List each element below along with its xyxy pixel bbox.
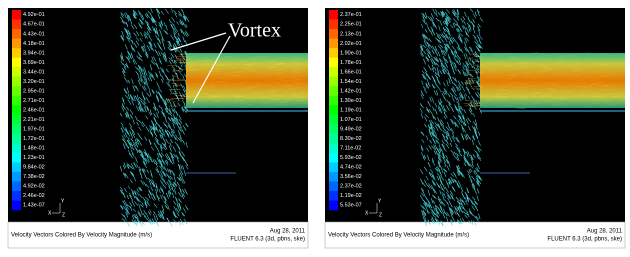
panel: 4.92e-01 4.67e-01 4.43e-01 4.18e-01 3.94e-01… — [8, 8, 308, 248]
colorbar-label: 9.84e-02 — [23, 165, 45, 171]
colorbar-label: 7.11e-02 — [340, 146, 361, 152]
colorbar-swatch — [329, 86, 338, 96]
colorbar-swatch — [12, 143, 21, 153]
colorbar-label: 4.92e-01 — [23, 12, 45, 18]
colorbar-swatch — [12, 191, 21, 201]
colorbar-label: 4.67e-01 — [23, 22, 45, 28]
colorbar-swatch — [329, 115, 338, 125]
colorbar-swatch — [12, 115, 21, 125]
colorbar-swatch — [329, 191, 338, 201]
colorbar-label: 3.56e-02 — [340, 174, 362, 180]
colorbar-label: 5.93e-02 — [340, 155, 362, 161]
colorbar-swatch — [329, 96, 338, 106]
colorbar-label: 8.30e-02 — [340, 136, 362, 142]
colorbar-swatch — [12, 29, 21, 39]
colorbar-swatch — [329, 200, 338, 210]
date: Aug 28, 2011 — [587, 229, 623, 235]
colorbar-label: 1.30e-01 — [340, 98, 362, 104]
colorbar-label: 2.13e-01 — [340, 31, 362, 37]
caption: Velocity Vectors Colored By Velocity Mag… — [328, 233, 469, 239]
colorbar-label: 4.18e-01 — [23, 41, 45, 47]
colorbar-label: 2.37e-02 — [340, 184, 362, 190]
jet-core — [186, 53, 308, 108]
colorbar-label: 2.21e-01 — [23, 117, 45, 123]
colorbar-label: 1.42e-01 — [340, 88, 362, 94]
colorbar-swatch — [12, 153, 21, 163]
colorbar-label: 2.25e-01 — [340, 22, 362, 28]
colorbar-label: 1.90e-01 — [340, 50, 362, 56]
colorbar-swatch — [12, 134, 21, 144]
colorbar-label: 9.49e-02 — [340, 127, 362, 133]
colorbar-label: 1.19e-01 — [340, 107, 362, 113]
colorbar-label: 1.72e-01 — [23, 136, 45, 142]
colorbar-label: 1.54e-01 — [340, 79, 362, 85]
colorbar-label: 5.53e-07 — [340, 203, 362, 209]
colorbar-label: 1.19e-02 — [340, 193, 362, 199]
colorbar-label: 4.92e-02 — [23, 184, 45, 190]
colorbar-label: 1.43e-07 — [23, 203, 45, 209]
colorbar-swatch — [329, 153, 338, 163]
colorbar-swatch — [329, 10, 338, 20]
colorbar-label: 3.20e-01 — [23, 79, 45, 85]
colorbar-swatch — [12, 39, 21, 49]
colorbar-swatch — [12, 181, 21, 191]
colorbar-label: 2.37e-01 — [340, 12, 362, 18]
colorbar-swatch — [329, 29, 338, 39]
colorbar-label: 1.78e-01 — [340, 60, 362, 66]
colorbar-label: 1.48e-01 — [23, 146, 45, 152]
colorbar-swatch — [329, 67, 338, 77]
colorbar-label: 7.38e-02 — [23, 174, 45, 180]
colorbar-label: 1.66e-01 — [340, 69, 362, 75]
colorbar-swatch — [12, 105, 21, 115]
colorbar-label: 2.46e-02 — [23, 193, 45, 199]
caption: Velocity Vectors Colored By Velocity Mag… — [11, 233, 152, 239]
panel: 2.37e-01 2.25e-01 2.13e-01 2.02e-01 1.90e-01… — [325, 8, 625, 248]
colorbar-swatch — [12, 77, 21, 87]
colorbar-swatch — [329, 134, 338, 144]
colorbar-swatch — [329, 105, 338, 115]
axis-label: Z — [379, 212, 382, 218]
colorbar-swatch — [12, 67, 21, 77]
colorbar-swatch — [12, 10, 21, 20]
annotation: Vortex — [228, 20, 281, 42]
colorbar-label: 4.74e-02 — [340, 165, 362, 171]
colorbar-swatch — [329, 181, 338, 191]
colorbar-label: 1.07e-01 — [340, 117, 362, 123]
colorbar-swatch — [12, 96, 21, 106]
colorbar-swatch — [329, 162, 338, 172]
colorbar-swatch — [12, 58, 21, 68]
colorbar-swatch — [12, 172, 21, 182]
colorbar-swatch — [12, 124, 21, 134]
colorbar-swatch — [12, 200, 21, 210]
colorbar-label: 3.94e-01 — [23, 50, 45, 56]
colorbar-swatch — [329, 77, 338, 87]
date: Aug 28, 2011 — [270, 229, 306, 235]
colorbar-swatch — [329, 124, 338, 134]
colorbar-label: 2.02e-01 — [340, 41, 362, 47]
colorbar-swatch — [329, 20, 338, 30]
colorbar-label: 2.71e-01 — [23, 98, 45, 104]
colorbar-swatch — [12, 86, 21, 96]
colorbar-swatch — [329, 172, 338, 182]
colorbar-swatch — [329, 39, 338, 49]
solver: FLUENT 6.3 (3d, pbns, ske) — [547, 237, 622, 243]
colorbar-label: 4.43e-01 — [23, 31, 45, 37]
colorbar-swatch — [329, 58, 338, 68]
colorbar-label: 2.95e-01 — [23, 88, 45, 94]
colorbar-swatch — [329, 48, 338, 58]
colorbar-label: 3.69e-01 — [23, 60, 45, 66]
solver: FLUENT 6.3 (3d, pbns, ske) — [230, 237, 305, 243]
jet-core — [480, 53, 625, 108]
colorbar-swatch — [12, 20, 21, 30]
colorbar-label: 1.23e-01 — [23, 155, 45, 161]
colorbar-swatch — [12, 162, 21, 172]
colorbar-label: 2.46e-01 — [23, 107, 45, 113]
axis-label: Z — [62, 212, 65, 218]
figure: 4.92e-01 4.67e-01 4.43e-01 4.18e-01 3.94e-01… — [0, 0, 630, 257]
colorbar-swatch — [329, 143, 338, 153]
colorbar-swatch — [12, 48, 21, 58]
colorbar-label: 3.44e-01 — [23, 69, 45, 75]
colorbar-label: 1.97e-01 — [23, 127, 45, 133]
